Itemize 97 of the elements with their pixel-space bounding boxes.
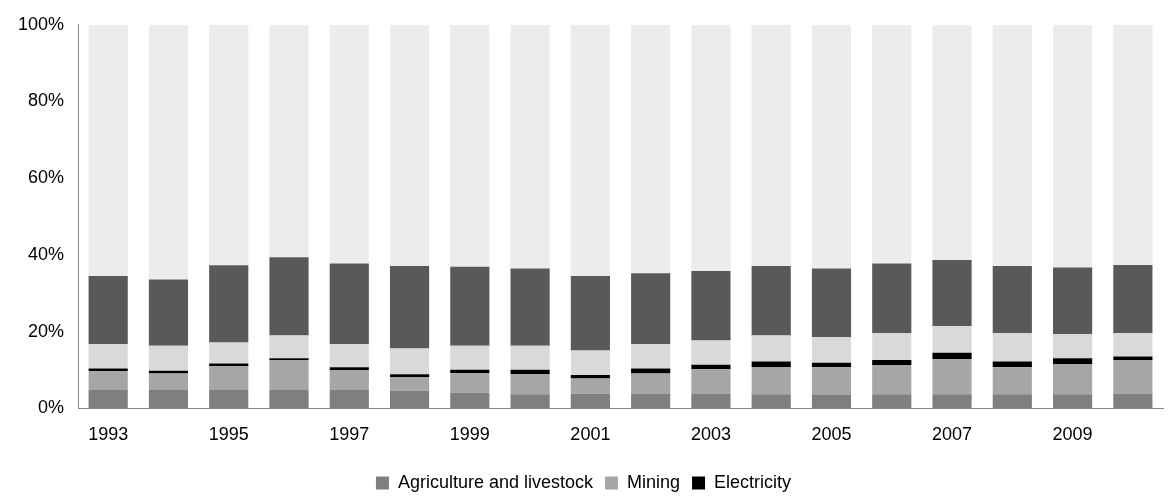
bar xyxy=(389,374,430,377)
bar xyxy=(510,345,550,370)
bar xyxy=(269,257,309,336)
bar xyxy=(148,373,189,390)
bar xyxy=(570,276,610,351)
bar xyxy=(1113,333,1153,357)
bar xyxy=(631,373,671,394)
bar xyxy=(992,367,1032,395)
bar xyxy=(631,343,671,369)
bar xyxy=(510,369,550,374)
x-tick-label: 1995 xyxy=(208,424,249,445)
bar xyxy=(631,273,671,344)
bar xyxy=(751,335,791,362)
bar xyxy=(872,263,912,334)
bar xyxy=(1113,360,1153,394)
bar xyxy=(148,279,189,346)
bar xyxy=(209,366,249,390)
bar xyxy=(269,335,309,359)
bar xyxy=(811,24,852,269)
bar xyxy=(88,24,128,277)
bar xyxy=(269,360,309,390)
bar xyxy=(88,343,128,369)
x-tick-label: 1993 xyxy=(88,424,129,445)
bar xyxy=(1113,264,1153,334)
bar xyxy=(510,24,550,269)
bar xyxy=(148,24,189,280)
bar xyxy=(1053,334,1093,359)
x-tick-label: 1997 xyxy=(329,424,370,445)
bar xyxy=(450,345,490,370)
bar xyxy=(329,343,369,368)
x-tick-label: 2001 xyxy=(570,424,611,445)
x-tick-label: 2003 xyxy=(690,424,731,445)
bar xyxy=(450,266,490,346)
bar xyxy=(269,24,309,258)
bar xyxy=(691,340,731,365)
bar xyxy=(631,24,671,274)
bar xyxy=(932,326,972,353)
bar xyxy=(209,342,249,364)
bar xyxy=(329,370,369,390)
y-tick-label: 20% xyxy=(28,320,65,341)
bar xyxy=(751,366,791,395)
bar xyxy=(751,266,791,336)
bar xyxy=(932,259,972,327)
bar xyxy=(329,263,369,344)
bar xyxy=(691,369,731,394)
legend-label: Agriculture and livestock xyxy=(397,471,595,492)
bar xyxy=(811,268,852,338)
bar xyxy=(691,271,731,341)
bar xyxy=(992,266,1032,334)
x-tick-label: 1999 xyxy=(449,424,490,445)
bar xyxy=(88,276,128,344)
bar xyxy=(329,24,369,264)
bar xyxy=(570,378,610,394)
legend-label: Mining xyxy=(627,471,681,492)
bar xyxy=(1053,267,1093,335)
bar xyxy=(450,24,490,267)
bar xyxy=(450,373,490,393)
bar xyxy=(1113,24,1153,265)
x-tick-label: 2009 xyxy=(1052,424,1093,445)
bar xyxy=(209,265,249,343)
x-tick-label: 2007 xyxy=(932,424,973,445)
bar xyxy=(389,266,430,349)
bar xyxy=(1053,363,1093,395)
bar xyxy=(389,348,430,375)
bar xyxy=(872,24,912,264)
bar xyxy=(992,333,1032,362)
bar xyxy=(510,373,550,395)
bar xyxy=(751,24,791,267)
y-tick-label: 60% xyxy=(28,167,65,188)
bar xyxy=(872,333,912,361)
bar xyxy=(1053,24,1093,268)
bar xyxy=(570,350,610,376)
y-tick-label: 80% xyxy=(28,90,65,111)
bar xyxy=(88,371,128,390)
y-tick-label: 100% xyxy=(17,13,65,34)
bar xyxy=(148,345,189,371)
bar xyxy=(932,24,972,260)
bar xyxy=(329,367,369,371)
y-tick-label: 0% xyxy=(38,397,65,418)
bar xyxy=(510,268,550,346)
bar xyxy=(691,24,731,272)
bar xyxy=(751,361,791,367)
bar xyxy=(811,367,852,395)
bar xyxy=(209,24,249,266)
bar xyxy=(992,24,1032,267)
bar xyxy=(932,358,972,395)
legend-label: Electricity xyxy=(714,471,792,492)
bar xyxy=(570,24,610,277)
bar xyxy=(872,365,912,395)
x-tick-label: 2005 xyxy=(811,424,852,445)
bar xyxy=(872,360,912,366)
y-tick-label: 40% xyxy=(28,243,65,264)
bar xyxy=(389,376,430,391)
bar xyxy=(389,24,430,267)
bar xyxy=(1053,358,1093,364)
bar xyxy=(932,352,972,359)
bar xyxy=(811,337,852,363)
